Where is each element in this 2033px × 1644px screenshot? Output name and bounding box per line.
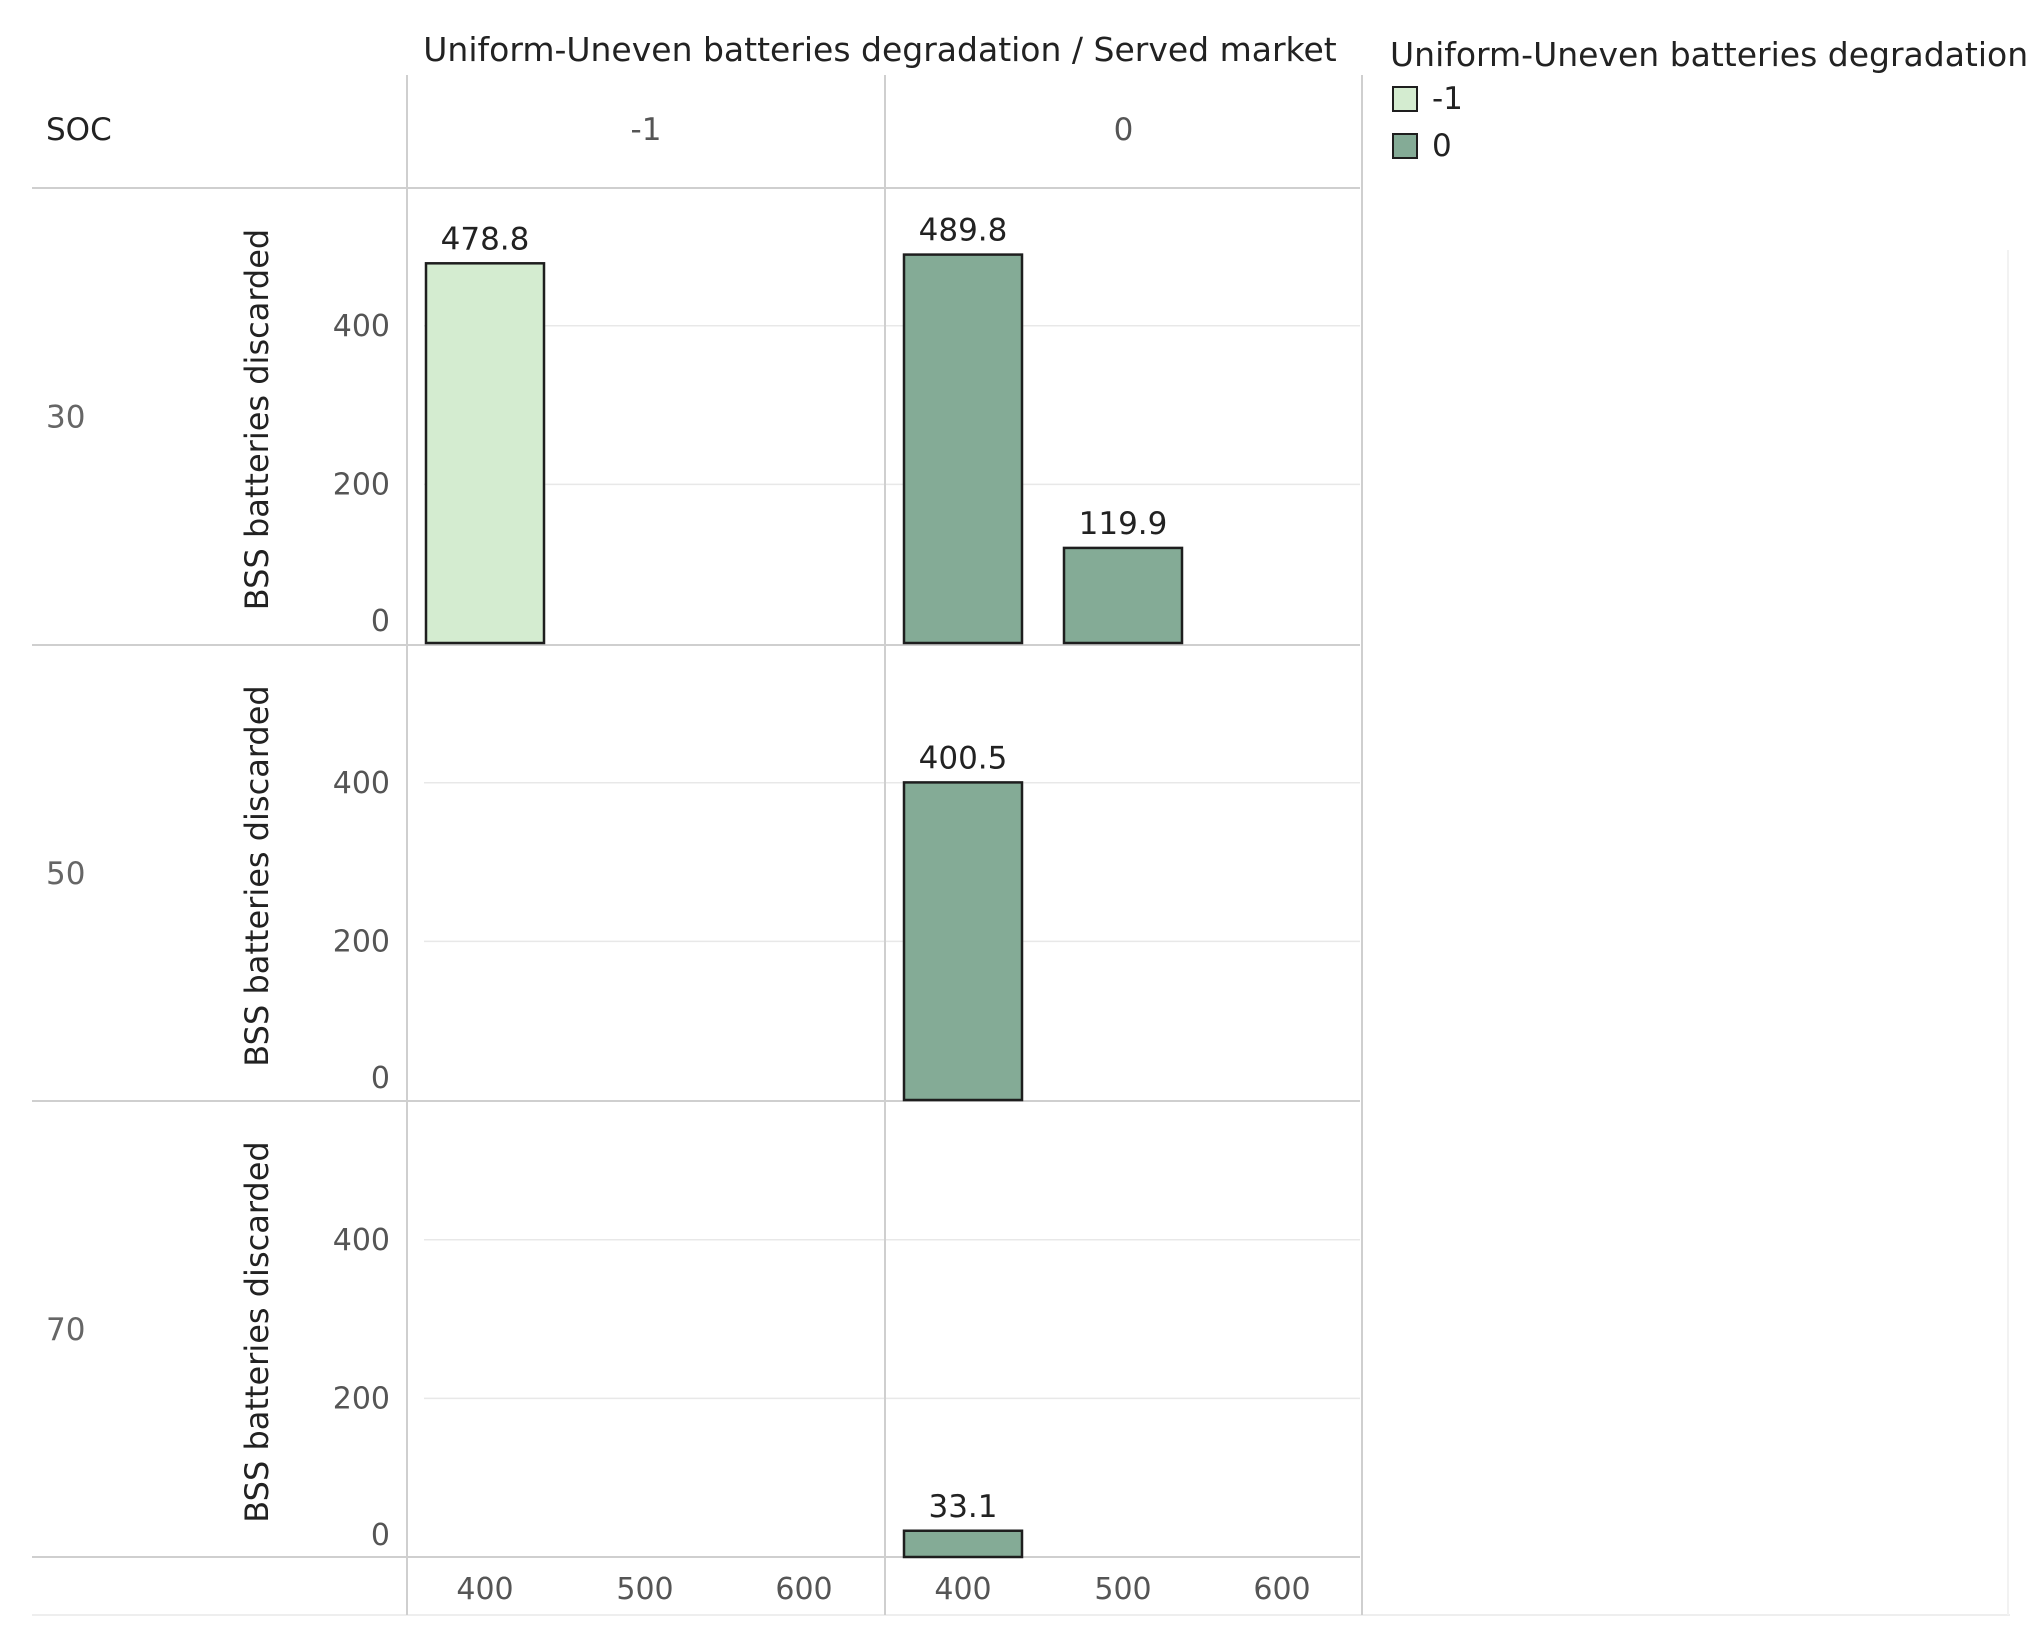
column-header-0: -1 bbox=[631, 112, 662, 148]
bar-soc70-deg0-market400 bbox=[902, 1529, 1024, 1559]
y-axis-title-soc-70: BSS batteries discarded bbox=[238, 1141, 276, 1522]
y-axis-title-soc-30: BSS batteries discarded bbox=[238, 229, 276, 610]
column-header-1: 0 bbox=[1114, 112, 1134, 148]
x-tick-0-600: 600 bbox=[1253, 1572, 1310, 1607]
row-label-soc-50: 50 bbox=[46, 856, 85, 892]
y-tick-soc-50-200: 200 bbox=[333, 924, 390, 959]
y-tick-soc-30-200: 200 bbox=[333, 467, 390, 502]
legend-title: Uniform-Uneven batteries degradation bbox=[1390, 35, 2028, 74]
y-axis-title-soc-50: BSS batteries discarded bbox=[238, 685, 276, 1066]
row-dimension-label: SOC bbox=[46, 112, 112, 148]
y-tick-soc-50-0: 0 bbox=[371, 1061, 390, 1096]
y-tick-soc-70-0: 0 bbox=[371, 1518, 390, 1553]
bar-soc30-deg0-market400 bbox=[902, 253, 1024, 645]
x-tick-0-500: 500 bbox=[1094, 1572, 1151, 1607]
y-tick-soc-70-200: 200 bbox=[333, 1381, 390, 1416]
y-tick-soc-70-400: 400 bbox=[333, 1223, 390, 1258]
x-tick--1-400: 400 bbox=[456, 1572, 513, 1607]
legend-swatch-0 bbox=[1392, 86, 1418, 112]
y-tick-soc-30-400: 400 bbox=[333, 309, 390, 344]
row-label-soc-70: 70 bbox=[46, 1312, 85, 1348]
y-tick-soc-30-0: 0 bbox=[371, 604, 390, 639]
x-tick--1-600: 600 bbox=[775, 1572, 832, 1607]
bar-soc30-deg-1-market400 bbox=[424, 262, 546, 645]
data-label-soc50-deg0-market400: 400.5 bbox=[919, 740, 1008, 776]
legend-label-0: -1 bbox=[1432, 81, 1463, 117]
data-label-soc30-deg-1-market400: 478.8 bbox=[441, 221, 530, 257]
header-title: Uniform-Uneven batteries degradation / S… bbox=[423, 30, 1336, 69]
x-tick-0-400: 400 bbox=[934, 1572, 991, 1607]
data-label-soc30-deg0-market400: 489.8 bbox=[919, 213, 1008, 249]
row-label-soc-30: 30 bbox=[46, 400, 85, 436]
legend-label-1: 0 bbox=[1432, 128, 1452, 164]
data-label-soc70-deg0-market400: 33.1 bbox=[928, 1489, 997, 1525]
bar-soc50-deg0-market400 bbox=[902, 781, 1024, 1102]
x-tick--1-500: 500 bbox=[616, 1572, 673, 1607]
legend-swatch-1 bbox=[1392, 133, 1418, 159]
bar-soc30-deg0-market500 bbox=[1062, 546, 1184, 645]
data-label-soc30-deg0-market500: 119.9 bbox=[1079, 506, 1168, 542]
y-tick-soc-50-400: 400 bbox=[333, 766, 390, 801]
